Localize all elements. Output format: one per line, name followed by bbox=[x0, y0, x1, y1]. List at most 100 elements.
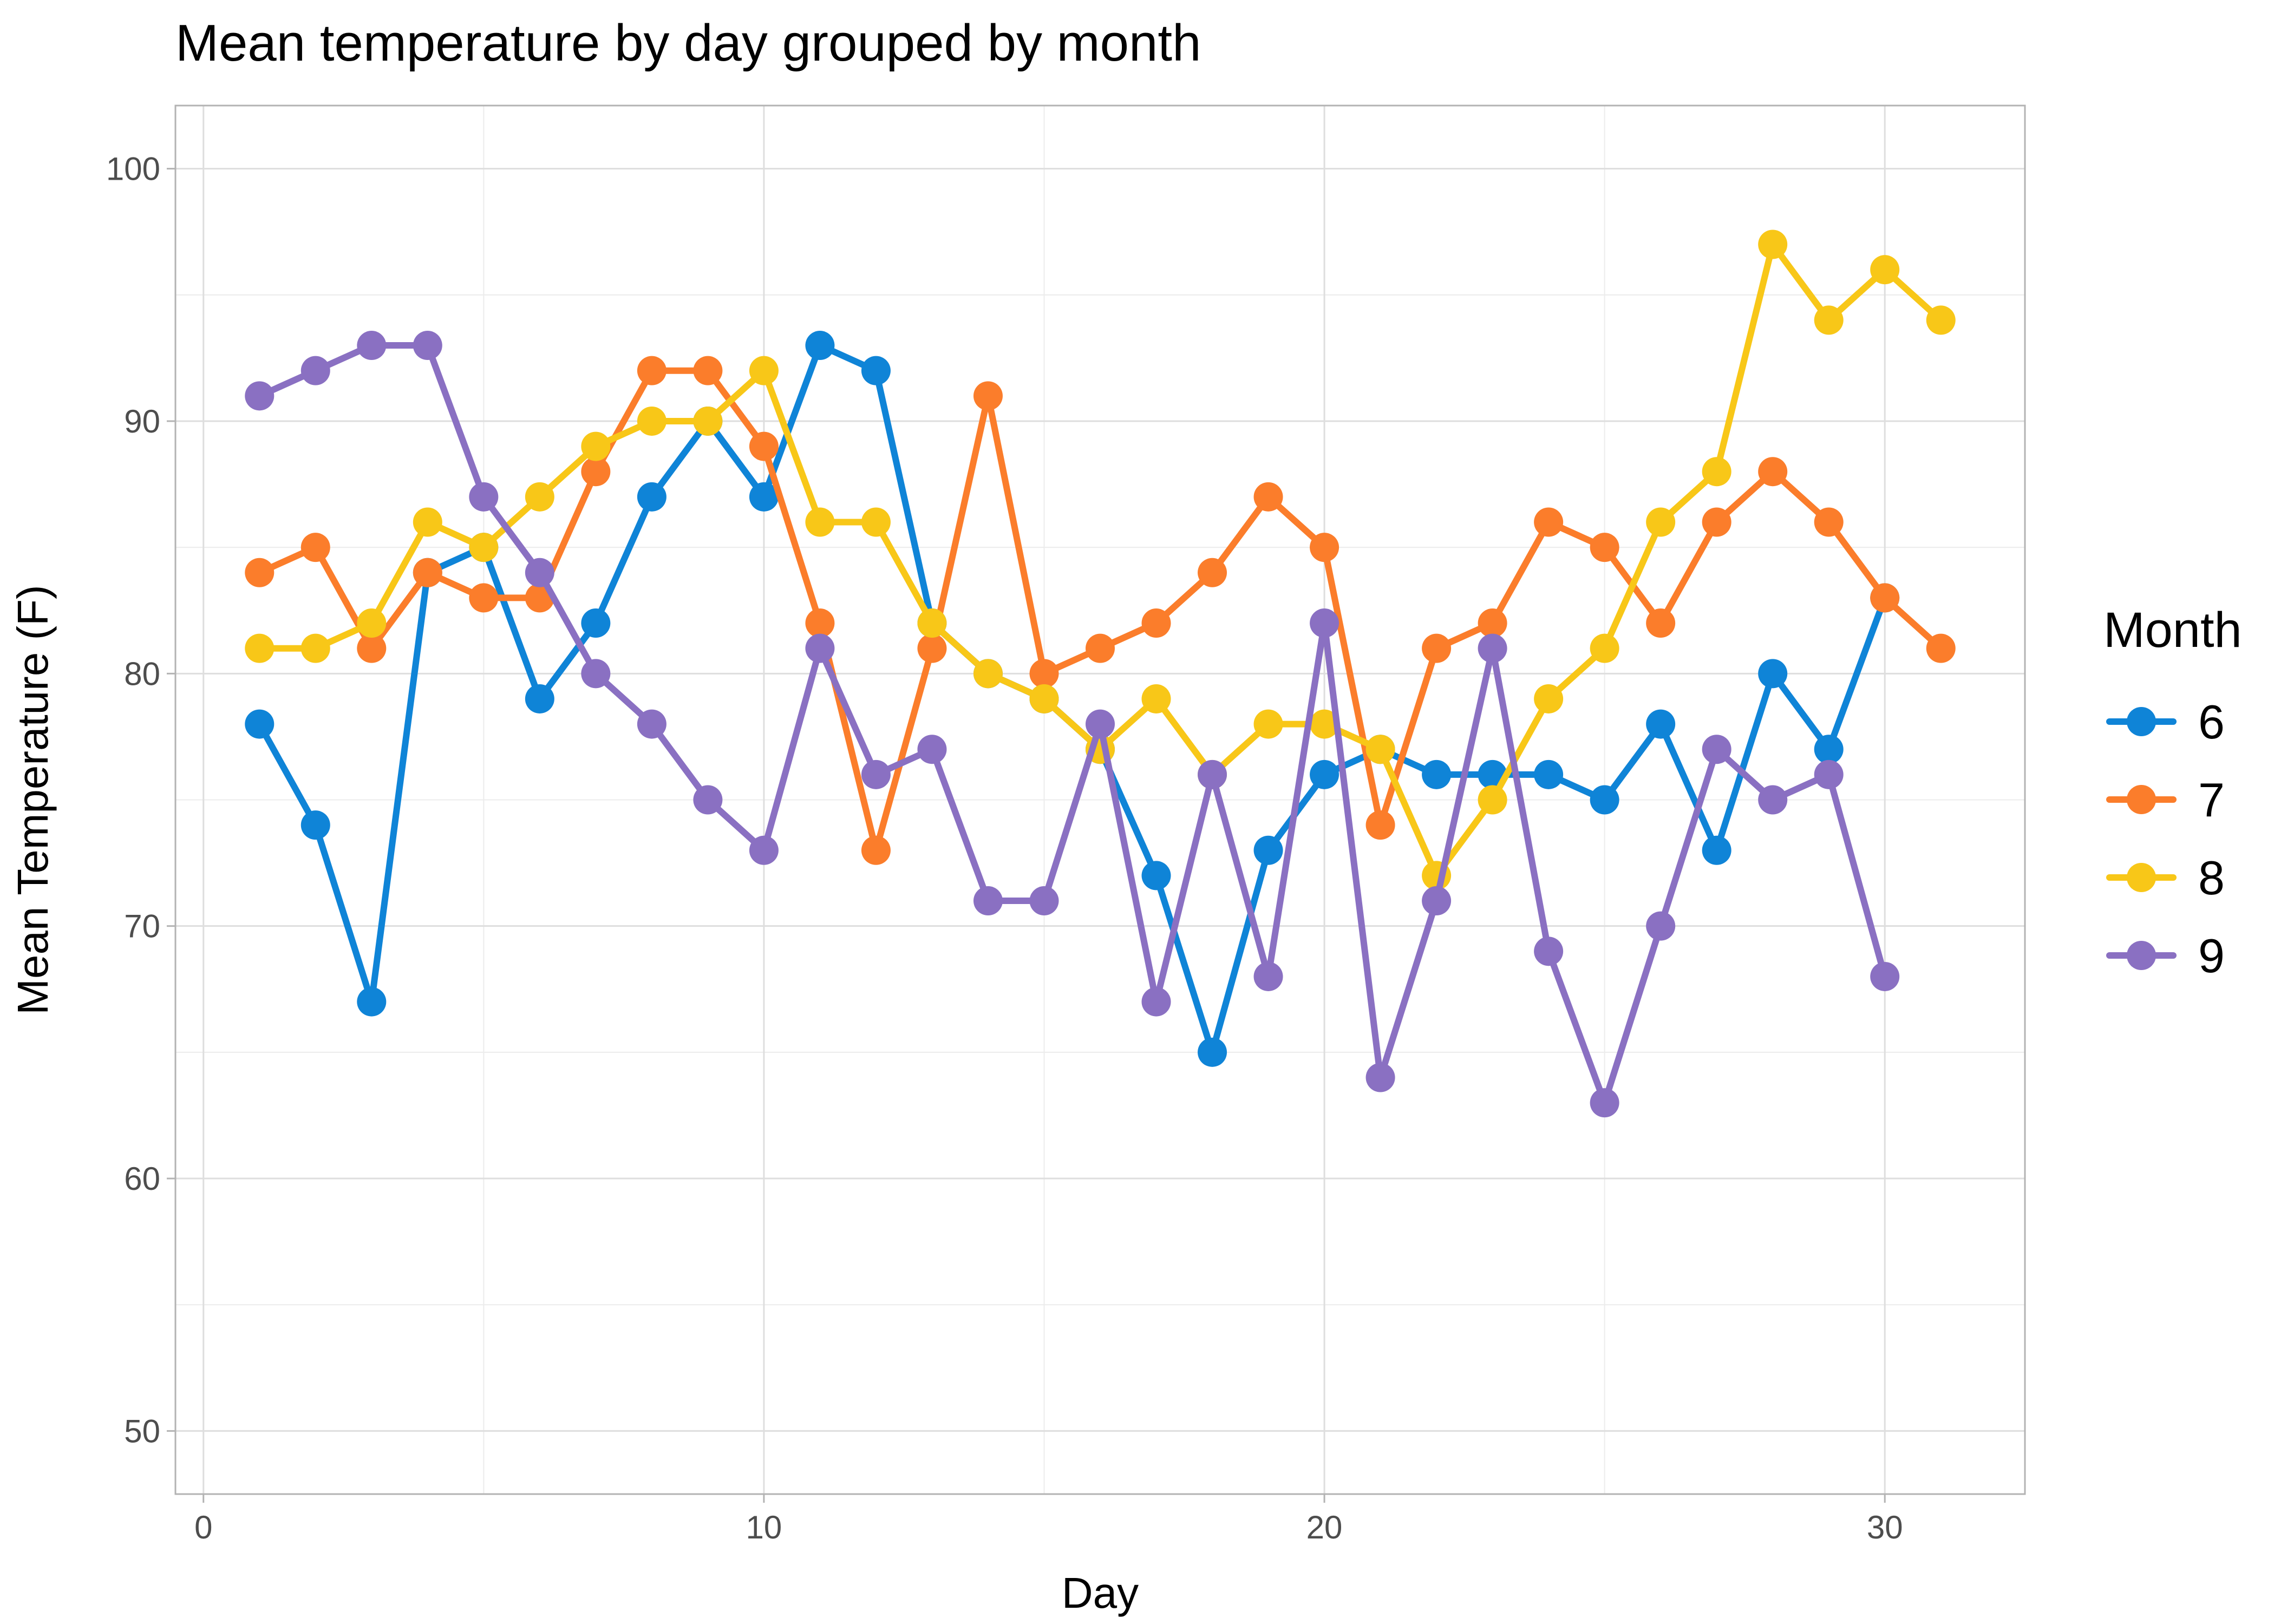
data-point bbox=[1646, 608, 1676, 638]
x-tick-label: 0 bbox=[194, 1509, 212, 1546]
data-point bbox=[1141, 861, 1171, 890]
data-point bbox=[300, 533, 330, 562]
data-point bbox=[805, 507, 835, 537]
legend-label: 6 bbox=[2198, 695, 2225, 749]
data-point bbox=[357, 633, 387, 663]
data-point bbox=[1310, 759, 1339, 789]
data-point bbox=[693, 406, 723, 436]
data-point bbox=[1198, 558, 1227, 587]
data-point bbox=[1870, 255, 1900, 285]
data-point bbox=[1365, 810, 1395, 840]
x-tick-label: 30 bbox=[1867, 1509, 1903, 1546]
data-point bbox=[861, 356, 891, 385]
y-tick-label: 60 bbox=[124, 1161, 160, 1197]
data-point bbox=[1086, 633, 1115, 663]
data-point bbox=[1926, 633, 1956, 663]
data-point bbox=[245, 381, 275, 411]
data-point bbox=[637, 709, 666, 739]
data-point bbox=[1926, 305, 1956, 335]
data-point bbox=[1198, 1037, 1227, 1067]
data-point bbox=[357, 987, 387, 1017]
data-point bbox=[749, 356, 779, 385]
data-point bbox=[637, 356, 666, 385]
data-point bbox=[1086, 709, 1115, 739]
data-point bbox=[1702, 457, 1731, 487]
legend-item-6: 6 bbox=[2106, 695, 2225, 749]
data-point bbox=[805, 608, 835, 638]
data-point bbox=[300, 356, 330, 385]
data-point bbox=[917, 608, 947, 638]
data-point bbox=[1365, 735, 1395, 764]
data-point bbox=[1029, 684, 1059, 713]
data-point bbox=[1422, 759, 1452, 789]
data-point bbox=[1702, 735, 1731, 764]
data-point bbox=[1253, 482, 1283, 512]
series-month-9 bbox=[245, 331, 1900, 1118]
data-point bbox=[1310, 533, 1339, 562]
data-point bbox=[1478, 785, 1507, 815]
data-point bbox=[1365, 1063, 1395, 1092]
data-point bbox=[413, 507, 442, 537]
data-point bbox=[1534, 937, 1564, 966]
data-point bbox=[1478, 608, 1507, 638]
data-point bbox=[1029, 886, 1059, 916]
y-axis: 50 60 70 80 90 100 bbox=[106, 151, 175, 1449]
data-point bbox=[1758, 785, 1788, 815]
data-point bbox=[357, 608, 387, 638]
legend-label: 8 bbox=[2198, 851, 2225, 905]
data-point bbox=[1310, 608, 1339, 638]
data-point bbox=[693, 785, 723, 815]
data-point bbox=[861, 759, 891, 789]
data-point bbox=[357, 331, 387, 361]
data-point bbox=[1422, 633, 1452, 663]
series-line bbox=[256, 342, 1889, 1106]
y-axis-title: Mean Temperature (F) bbox=[9, 585, 57, 1014]
data-point bbox=[1870, 961, 1900, 991]
data-point bbox=[973, 381, 1003, 411]
data-point bbox=[413, 331, 442, 361]
data-point bbox=[1814, 507, 1844, 537]
data-point bbox=[917, 735, 947, 764]
data-point bbox=[1814, 759, 1844, 789]
y-tick-label: 50 bbox=[124, 1413, 160, 1449]
data-point bbox=[1253, 835, 1283, 865]
data-point bbox=[1646, 911, 1676, 941]
y-tick-label: 100 bbox=[106, 151, 160, 187]
series-layer bbox=[245, 230, 1956, 1118]
plot-border bbox=[174, 104, 2026, 1495]
data-point bbox=[861, 835, 891, 865]
data-point bbox=[469, 583, 499, 613]
legend: Month 6 7 8 9 bbox=[2103, 603, 2242, 983]
data-point bbox=[1141, 684, 1171, 713]
data-point bbox=[1310, 709, 1339, 739]
data-point bbox=[1029, 659, 1059, 689]
data-point bbox=[637, 482, 666, 512]
legend-key-point bbox=[2127, 785, 2156, 814]
data-point bbox=[1758, 457, 1788, 487]
data-point bbox=[525, 482, 554, 512]
legend-label: 9 bbox=[2198, 929, 2225, 983]
data-point bbox=[1198, 759, 1227, 789]
series-month-7 bbox=[245, 356, 1956, 865]
data-point bbox=[1422, 886, 1452, 916]
data-point bbox=[1590, 1088, 1619, 1118]
x-tick-label: 10 bbox=[746, 1509, 782, 1546]
data-point bbox=[525, 558, 554, 587]
data-point bbox=[1814, 735, 1844, 764]
data-point bbox=[245, 558, 275, 587]
data-point bbox=[1702, 507, 1731, 537]
data-point bbox=[300, 633, 330, 663]
data-point bbox=[1590, 785, 1619, 815]
x-axis: 0 10 20 30 bbox=[194, 1494, 1903, 1546]
data-point bbox=[581, 431, 611, 461]
y-tick-label: 80 bbox=[124, 656, 160, 692]
x-axis-title: Day bbox=[1062, 1569, 1139, 1617]
major-gridlines bbox=[175, 106, 2025, 1494]
data-point bbox=[469, 533, 499, 562]
legend-title: Month bbox=[2103, 603, 2242, 658]
data-point bbox=[917, 633, 947, 663]
data-point bbox=[805, 331, 835, 361]
data-point bbox=[1758, 230, 1788, 259]
data-point bbox=[973, 659, 1003, 689]
